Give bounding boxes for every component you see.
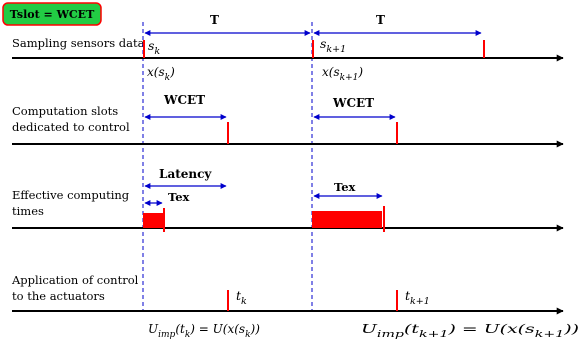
sample-label-sk-sub: k <box>154 46 160 57</box>
control-formula-k-imp: imp <box>158 330 175 340</box>
tslot-badge-box <box>2 2 102 26</box>
tex-label-1: Tex <box>168 190 190 204</box>
row-label-actuators: Application of control to the actuators <box>11 273 142 303</box>
state-label-sk1-close: ) <box>357 65 363 79</box>
wcet-label-1: WCET <box>163 93 205 107</box>
control-formula-k1-imp: imp <box>377 330 404 340</box>
sample-label-sk1-base: s <box>320 36 326 51</box>
state-label-sk-sub: k <box>165 73 170 83</box>
row-label-sampling: Sampling sensors data <box>12 36 145 50</box>
actuation-label-tk-sub: k <box>241 296 247 307</box>
actuation-label-tk1: tk+1 <box>405 288 430 307</box>
tslot-badge: Tslot = WCET <box>2 2 102 26</box>
actuation-label-tk: tk <box>236 288 247 307</box>
state-label-sk1: x(sk+1) <box>322 65 363 83</box>
control-formula-k1-close: )) <box>563 322 580 336</box>
period-label-1: T <box>210 13 219 27</box>
row-label-computation-slots: Computation slots dedicated to control <box>12 104 130 134</box>
row-label-effective-computing: Effective computing times <box>12 188 133 218</box>
row-label-computation-slots-line-1: Computation slots <box>12 104 118 118</box>
control-formula-k1-arg: (t <box>404 322 419 336</box>
control-formula-k-rhs-sub: k <box>245 330 250 340</box>
sample-label-sk1: sk+1 <box>320 36 346 55</box>
actuation-label-tk1-base: t <box>405 288 411 303</box>
control-formula-k1-arg-sub: k+1 <box>419 330 448 340</box>
control-formula-k-arg-sub: k <box>185 330 190 340</box>
control-formula-k: Uimp(tk) = U(x(sk)) <box>148 322 260 340</box>
control-formula-k1-u: U <box>361 322 378 336</box>
state-label-sk-base: x(s <box>147 65 165 79</box>
period-label-2: T <box>376 13 385 27</box>
tslot-badge-label: Tslot = WCET <box>10 8 95 21</box>
sample-label-sk1-sub: k+1 <box>326 44 346 55</box>
state-label-sk1-sub: k+1 <box>340 73 359 83</box>
latency-label: Latency <box>159 167 212 181</box>
control-formula-k1-rhs-sub: k+1 <box>535 330 564 340</box>
state-label-sk1-base: x(s <box>322 65 340 79</box>
control-formula-k1-rhs: ) = U(x(s <box>447 322 535 336</box>
control-formula-k-close: )) <box>250 322 261 336</box>
execution-block-1 <box>143 213 163 228</box>
actuation-label-tk-base: t <box>236 288 242 303</box>
state-label-sk: x(sk) <box>147 65 175 83</box>
wcet-label-2: WCET <box>332 96 374 110</box>
row-label-effective-computing-line-2: times <box>12 204 44 218</box>
control-formula-k-arg: (t <box>175 322 185 336</box>
row-label-actuators-line-2: to the actuators <box>12 289 105 303</box>
row-label-computation-slots-line-2: dedicated to control <box>12 120 130 134</box>
row-label-sampling-line-1: Sampling sensors data <box>12 36 145 50</box>
sample-label-sk: sk <box>148 38 160 57</box>
tex-label-2: Tex <box>334 180 356 194</box>
control-formula-k-u: U <box>148 322 159 336</box>
state-label-sk-close: ) <box>169 65 175 79</box>
control-formula-k-rhs: ) = U(x(s <box>189 322 245 336</box>
actuation-label-tk1-sub: k+1 <box>410 296 430 307</box>
row-label-actuators-line-1: Application of control <box>11 273 139 287</box>
row-label-effective-computing-line-1: Effective computing <box>12 188 130 202</box>
execution-block-2 <box>312 211 382 228</box>
sample-label-sk-base: s <box>148 38 154 53</box>
